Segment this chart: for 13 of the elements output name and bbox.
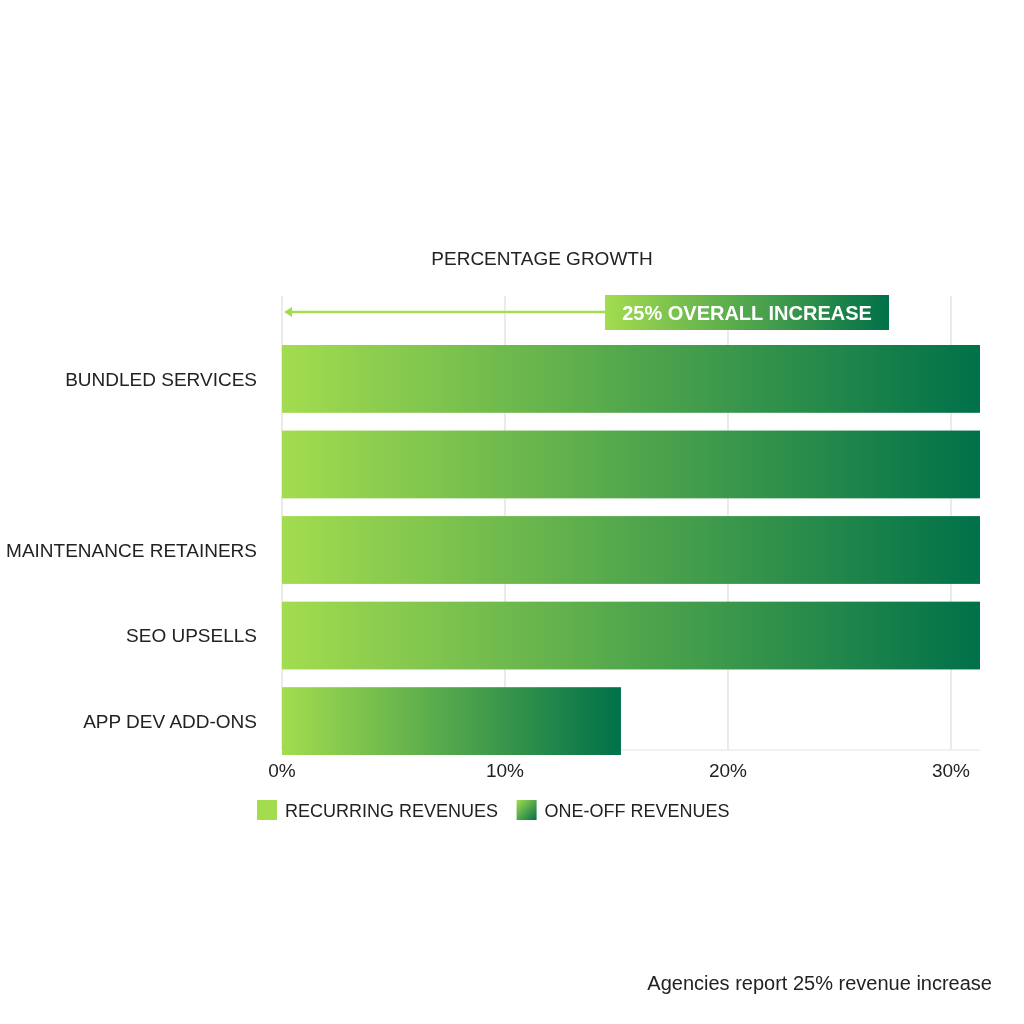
y-tick-label: BUNDLED SERVICES [65, 368, 257, 390]
legend-label: ONE-OFF REVENUES [544, 801, 730, 821]
annotation: 25% OVERALL INCREASE [622, 302, 872, 324]
x-tick-label: 20% [708, 760, 748, 781]
text: Agencies report 25% revenue increase [647, 972, 992, 994]
x-tick-label: 30% [931, 760, 971, 781]
y-tick-label: MAINTENANCE RETAINERS [6, 539, 257, 561]
x-tick-label: 0% [268, 760, 296, 781]
y-tick-label: SEO UPSELLS [126, 625, 257, 647]
chart-title: PERCENTAGE GROWTH [431, 248, 653, 269]
y-tick-label: APP DEV ADD-ONS [83, 710, 257, 732]
x-tick-label: 10% [485, 760, 525, 781]
legend-label: RECURRING REVENUES [285, 801, 499, 821]
